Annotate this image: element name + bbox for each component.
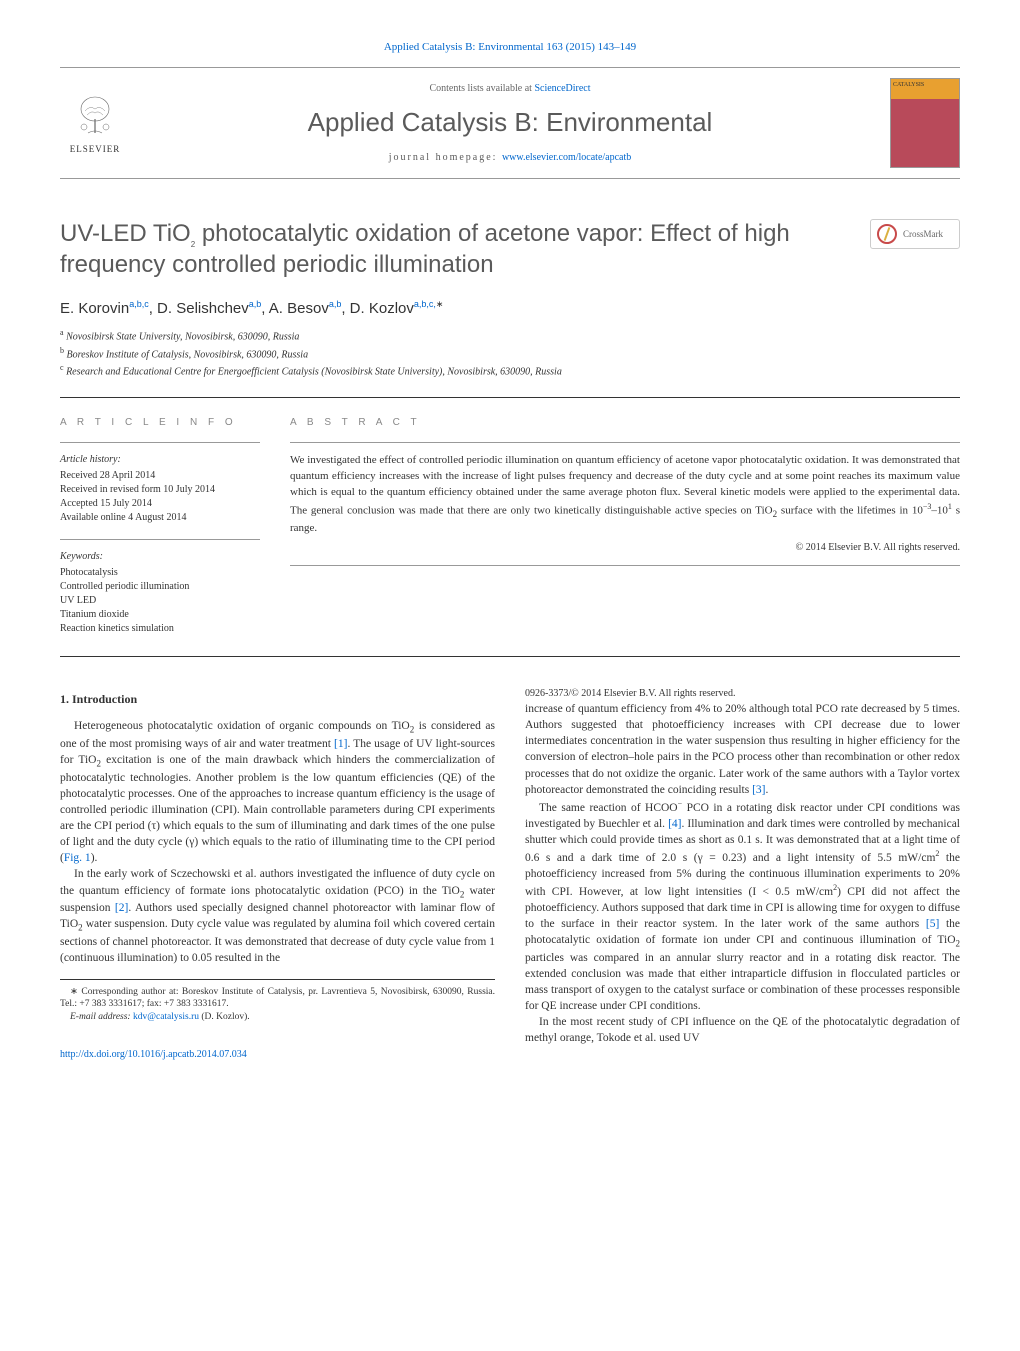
keyword-1: Photocatalysis [60, 566, 260, 580]
authors-line: E. Korovina,b,c, D. Selishcheva,b, A. Be… [60, 298, 960, 319]
section-divider [60, 397, 960, 398]
citation-1[interactable]: [1] [334, 738, 347, 750]
author-4-corresponding: ∗ [436, 299, 444, 309]
accepted-date: Accepted 15 July 2014 [60, 497, 260, 511]
keyword-4: Titanium dioxide [60, 608, 260, 622]
author-1: E. Korovin [60, 300, 129, 317]
abstract-column: A B S T R A C T We investigated the effe… [290, 416, 960, 650]
elsevier-tree-icon [70, 91, 120, 141]
author-2-affil: a,b [249, 299, 262, 309]
abstract-heading: A B S T R A C T [290, 416, 960, 430]
keywords-label: Keywords: [60, 550, 260, 564]
keyword-2: Controlled periodic illumination [60, 580, 260, 594]
email-line: E-mail address: kdv@catalysis.ru (D. Koz… [60, 1011, 495, 1024]
crossmark-label: CrossMark [903, 228, 943, 241]
section-divider-2 [60, 656, 960, 657]
author-2: , D. Selishchev [149, 300, 249, 317]
journal-title: Applied Catalysis B: Environmental [130, 104, 890, 140]
contents-prefix: Contents lists available at [429, 83, 534, 94]
body-paragraph-5: In the most recent study of CPI influenc… [525, 1014, 960, 1046]
article-info-heading: A R T I C L E I N F O [60, 416, 260, 430]
sciencedirect-link[interactable]: ScienceDirect [534, 83, 590, 94]
footnote-block: ∗ Corresponding author at: Boreskov Inst… [60, 979, 495, 1024]
info-abstract-row: A R T I C L E I N F O Article history: R… [60, 416, 960, 650]
affiliations-block: a Novosibirsk State University, Novosibi… [60, 327, 960, 379]
article-header: UV-LED TiO2 photocatalytic oxidation of … [60, 219, 960, 280]
title-part-1: UV-LED TiO [60, 220, 191, 247]
header-center: Contents lists available at ScienceDirec… [130, 82, 890, 164]
homepage-link[interactable]: www.elsevier.com/locate/apcatb [502, 152, 631, 163]
body-paragraph-4: The same reaction of HCOO− PCO in a rota… [525, 798, 960, 1015]
history-label: Article history: [60, 453, 260, 467]
abstract-copyright: © 2014 Elsevier B.V. All rights reserved… [290, 541, 960, 555]
citation-5[interactable]: [5] [926, 918, 939, 930]
elsevier-label: ELSEVIER [70, 143, 121, 156]
revised-date: Received in revised form 10 July 2014 [60, 483, 260, 497]
citation-2[interactable]: [2] [115, 902, 128, 914]
figure-1-link[interactable]: Fig. 1 [64, 852, 91, 864]
keyword-5: Reaction kinetics simulation [60, 622, 260, 636]
author-3: , A. Besov [261, 300, 329, 317]
abstract-text: We investigated the effect of controlled… [290, 453, 960, 537]
affiliation-b: b Boreskov Institute of Catalysis, Novos… [60, 345, 960, 362]
contents-available-line: Contents lists available at ScienceDirec… [130, 82, 890, 96]
affiliation-a: a Novosibirsk State University, Novosibi… [60, 327, 960, 344]
author-3-affil: a,b [329, 299, 342, 309]
article-info-column: A R T I C L E I N F O Article history: R… [60, 416, 260, 650]
online-date: Available online 4 August 2014 [60, 511, 260, 525]
header-citation: Applied Catalysis B: Environmental 163 (… [60, 40, 960, 55]
citation-4[interactable]: [4] [668, 818, 681, 830]
affiliation-c: c Research and Educational Centre for En… [60, 362, 960, 379]
section-1-heading: 1. Introduction [60, 691, 495, 708]
keywords-block: Keywords: Photocatalysis Controlled peri… [60, 550, 260, 636]
journal-header-bar: ELSEVIER Contents lists available at Sci… [60, 67, 960, 179]
doi-link[interactable]: http://dx.doi.org/10.1016/j.apcatb.2014.… [60, 1049, 247, 1060]
author-4: , D. Kozlov [341, 300, 414, 317]
elsevier-logo: ELSEVIER [60, 83, 130, 163]
issn-copyright-line: 0926-3373/© 2014 Elsevier B.V. All right… [525, 687, 960, 701]
crossmark-icon [877, 224, 897, 244]
received-date: Received 28 April 2014 [60, 469, 260, 483]
homepage-label: journal homepage: [389, 152, 502, 163]
crossmark-badge[interactable]: CrossMark [870, 219, 960, 249]
author-4-affil: a,b,c, [414, 299, 436, 309]
cover-banner: CATALYSIS [891, 79, 959, 99]
body-paragraph-2: In the early work of Sczechowski et al. … [60, 866, 495, 966]
article-history-block: Article history: Received 28 April 2014 … [60, 453, 260, 525]
journal-homepage-line: journal homepage: www.elsevier.com/locat… [130, 151, 890, 165]
body-two-columns: 1. Introduction Heterogeneous photocatal… [60, 687, 960, 1062]
author-1-affil: a,b,c [129, 299, 149, 309]
article-title: UV-LED TiO2 photocatalytic oxidation of … [60, 219, 870, 280]
citation-3[interactable]: [3] [752, 784, 765, 796]
corresponding-author-note: ∗ Corresponding author at: Boreskov Inst… [60, 986, 495, 1012]
body-paragraph-1: Heterogeneous photocatalytic oxidation o… [60, 718, 495, 866]
email-link[interactable]: kdv@catalysis.ru [133, 1012, 199, 1022]
keyword-3: UV LED [60, 594, 260, 608]
journal-cover-thumbnail: CATALYSIS [890, 78, 960, 168]
body-paragraph-3: increase of quantum efficiency from 4% t… [525, 701, 960, 798]
